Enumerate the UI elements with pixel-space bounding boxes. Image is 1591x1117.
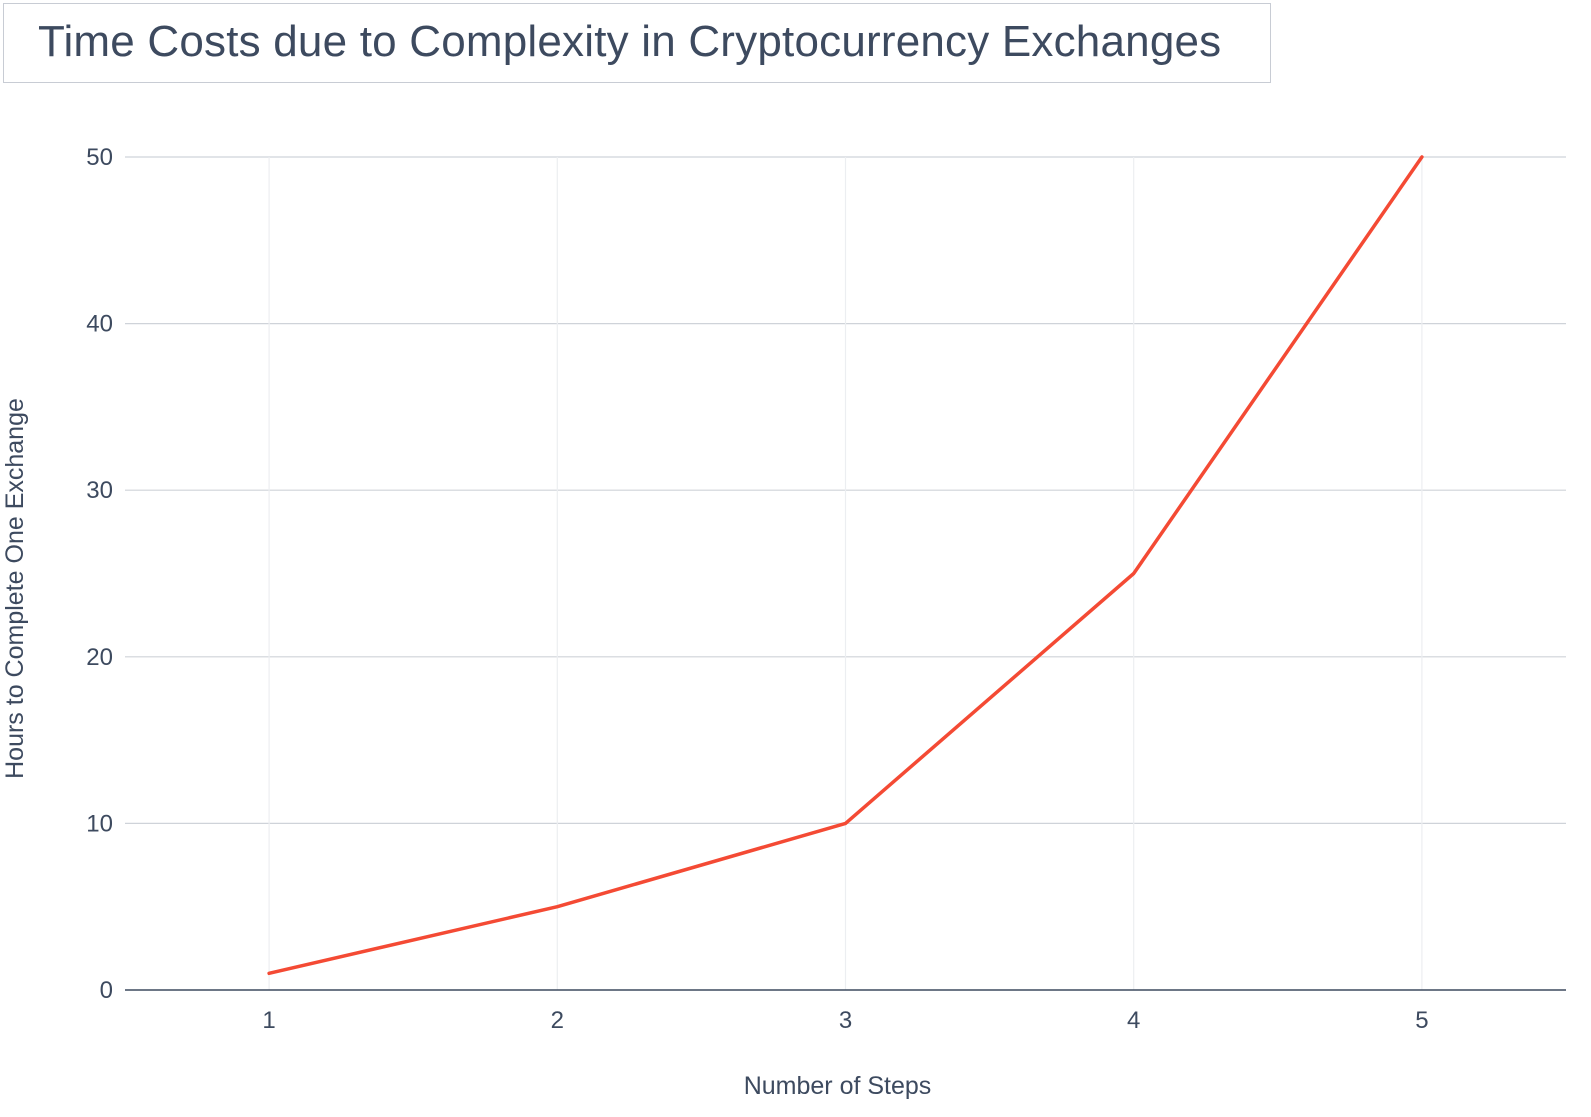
y-tick-labels: 0 10 20 30 40 50 [86, 144, 113, 1004]
data-point[interactable] [1416, 151, 1428, 163]
y-tick-label: 30 [86, 477, 113, 504]
data-point[interactable] [840, 817, 852, 829]
data-point[interactable] [551, 901, 563, 913]
chart-title-box: Time Costs due to Complexity in Cryptocu… [3, 3, 1271, 83]
x-tick-label: 5 [1415, 1007, 1428, 1034]
x-tick-label: 1 [262, 1007, 275, 1034]
x-tick-labels: 1 2 3 4 5 [262, 1007, 1428, 1034]
x-tick-label: 4 [1127, 1007, 1140, 1034]
y-tick-label: 0 [100, 977, 113, 1004]
chart-title: Time Costs due to Complexity in Cryptocu… [38, 17, 1222, 66]
x-gridlines [268, 157, 1423, 990]
series-layer [263, 151, 1428, 979]
series-line-0 [267, 155, 1424, 976]
x-tick-label: 2 [551, 1007, 564, 1034]
y-tick-label: 10 [86, 810, 113, 837]
y-tick-label: 50 [86, 144, 113, 171]
x-axis-title: Number of Steps [744, 1072, 932, 1100]
y-tick-label: 40 [86, 311, 113, 338]
data-point[interactable] [263, 967, 275, 979]
y-axis-title: Hours to Complete One Exchange [1, 398, 29, 779]
x-tick-label: 3 [839, 1007, 852, 1034]
y-tick-label: 20 [86, 644, 113, 671]
data-point[interactable] [1128, 568, 1140, 580]
